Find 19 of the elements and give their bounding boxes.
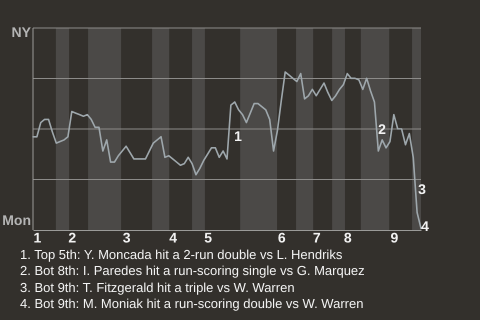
x-tick-label: 5 xyxy=(204,230,212,246)
x-tick-label: 3 xyxy=(122,230,131,246)
x-tick-label: 7 xyxy=(312,230,321,246)
x-tick-label: 6 xyxy=(278,230,286,246)
annotation: 2 xyxy=(378,121,386,137)
text: 4 xyxy=(421,218,430,234)
annotation: 3 xyxy=(418,181,426,197)
text: 3. Bot 9th: T. Fitzgerald hit a triple vs W. Warren xyxy=(20,280,296,296)
text: 4. Bot 9th: M. Moniak hit a run-scoring double vs W. Warren xyxy=(20,296,364,312)
x-tick-label: 9 xyxy=(390,230,398,246)
text: Mon xyxy=(2,212,31,228)
x-tick-label: 2 xyxy=(68,230,76,246)
text: NY xyxy=(12,24,32,40)
text: 2. Bot 8th: I. Paredes hit a run-scoring single vs G. Marquez xyxy=(20,263,365,280)
text: 1. Top 5th: Y. Moncada hit a 2-run double vs L. Hendriks xyxy=(20,247,344,264)
annotation: 1 xyxy=(234,128,242,144)
x-tick-label: 1 xyxy=(33,230,42,246)
x-tick-label: 4 xyxy=(169,230,178,246)
x-tick-label: 8 xyxy=(344,230,352,246)
